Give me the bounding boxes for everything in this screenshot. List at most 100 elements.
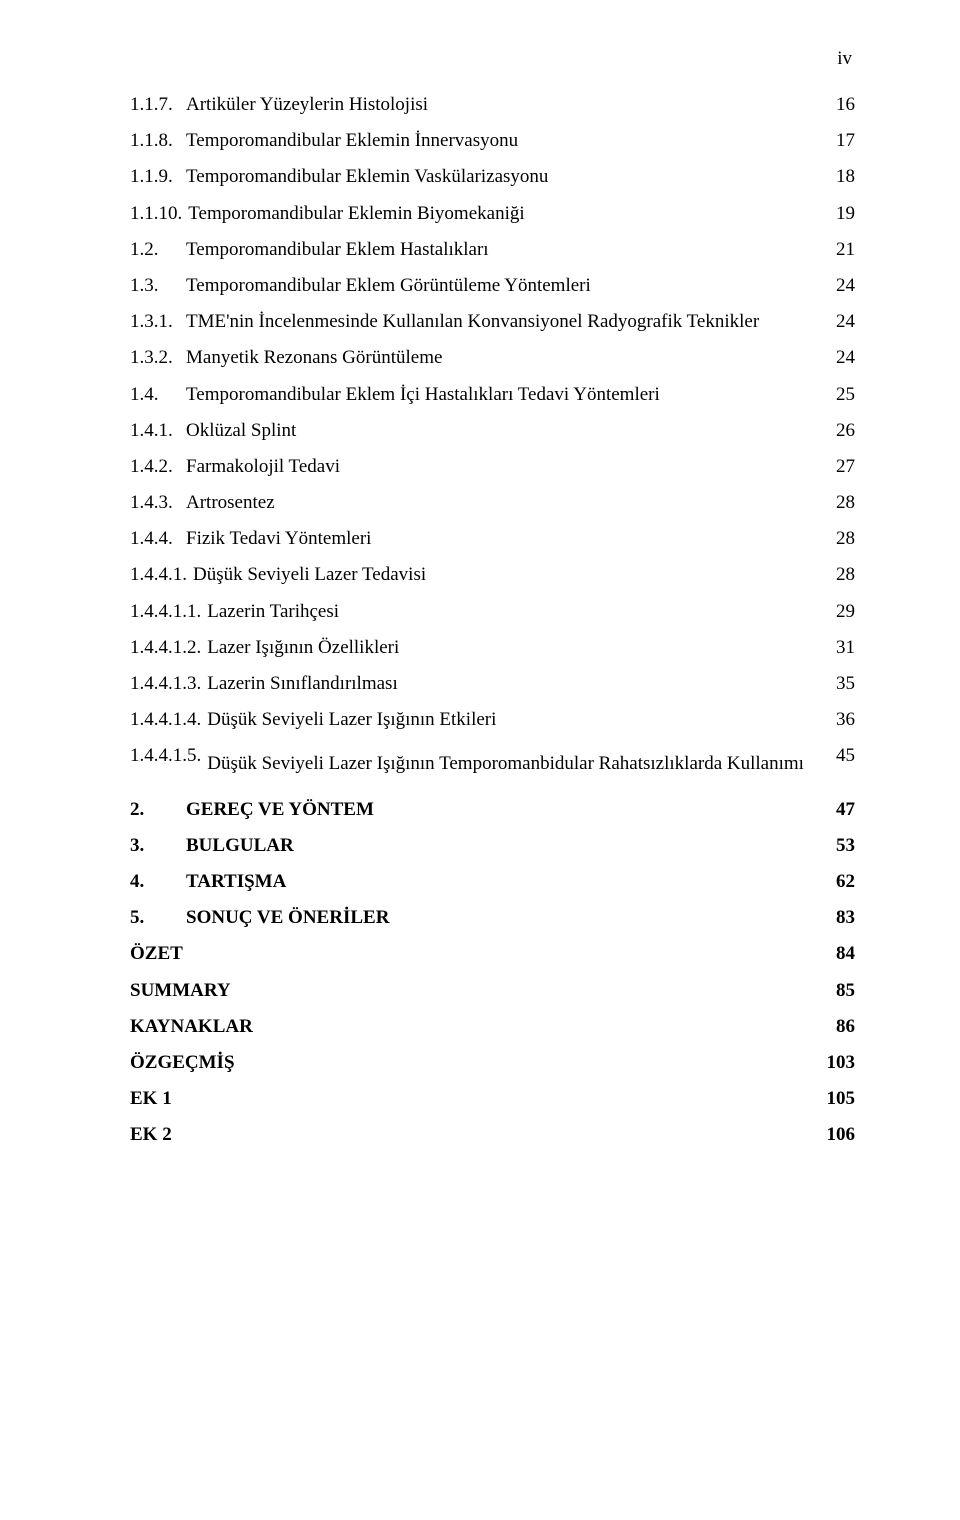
toc-number: 1.4.2. [130,457,182,476]
toc-title: KAYNAKLAR [130,1017,815,1036]
toc-label: 1.4.3.Artrosentez [130,493,815,512]
toc-page: 24 [815,312,855,331]
toc-number: 1.4.4.1.4. [130,710,203,729]
toc-label: 1.4.1.Oklüzal Splint [130,421,815,440]
toc-entry: EK 1105 [130,1089,855,1108]
page-number: iv [837,48,852,70]
toc-title: Temporomandibular Eklem Hastalıkları [182,240,815,259]
toc-label: 5.SONUÇ VE ÖNERİLER [130,908,815,927]
toc-entry: 4.TARTIŞMA62 [130,872,855,891]
toc-number: 2. [130,800,182,819]
toc-label: 1.4.2.Farmakolojil Tedavi [130,457,815,476]
toc-title: Temporomandibular Eklem İçi Hastalıkları… [182,385,815,404]
toc-page: 47 [815,800,855,819]
toc-page: 21 [815,240,855,259]
toc-page: 62 [815,872,855,891]
toc-page: 31 [815,638,855,657]
toc-entry: 1.4.4.1.1.Lazerin Tarihçesi29 [130,602,855,621]
toc-entry: 1.3.Temporomandibular Eklem Görüntüleme … [130,276,855,295]
toc-page: 105 [807,1089,856,1108]
toc-label: EK 1 [130,1089,807,1108]
toc-label: 1.3.Temporomandibular Eklem Görüntüleme … [130,276,815,295]
toc-label: 1.1.9.Temporomandibular Eklemin Vaskülar… [130,167,815,186]
toc-page: 17 [815,131,855,150]
toc-label: 1.3.1.TME'nin İncelenmesinde Kullanılan … [130,312,815,331]
toc-entry: 1.4.4.1.5.Düşük Seviyeli Lazer Işığının … [130,746,855,782]
toc-entry: 1.1.8.Temporomandibular Eklemin İnnervas… [130,131,855,150]
toc-entry: 2.GEREÇ VE YÖNTEM47 [130,800,855,819]
toc-title: Düşük Seviyeli Lazer Tedavisi [189,565,815,584]
toc-label: 1.4.4.1.1.Lazerin Tarihçesi [130,602,815,621]
table-of-contents: 1.1.7.Artiküler Yüzeylerin Histolojisi16… [130,95,855,1144]
toc-page: 29 [815,602,855,621]
toc-label: 1.1.10.Temporomandibular Eklemin Biyomek… [130,204,815,223]
toc-label: 1.4.4.1.Düşük Seviyeli Lazer Tedavisi [130,565,815,584]
toc-label: 2.GEREÇ VE YÖNTEM [130,800,815,819]
toc-label: 1.4.4.1.5.Düşük Seviyeli Lazer Işığının … [130,746,815,782]
toc-page: 28 [815,529,855,548]
toc-page: 45 [815,746,855,765]
toc-page: 26 [815,421,855,440]
toc-page: 24 [815,348,855,367]
toc-entry: 1.4.2.Farmakolojil Tedavi27 [130,457,855,476]
toc-number: 1.4.3. [130,493,182,512]
toc-number: 1.3.1. [130,312,182,331]
toc-number: 1.4.4. [130,529,182,548]
toc-number: 1.1.8. [130,131,182,150]
toc-number: 5. [130,908,182,927]
toc-page: 24 [815,276,855,295]
toc-title: SUMMARY [130,981,815,1000]
toc-entry: 1.4.4.1.Düşük Seviyeli Lazer Tedavisi28 [130,565,855,584]
toc-label: 1.4.4.Fizik Tedavi Yöntemleri [130,529,815,548]
toc-page: 106 [807,1125,856,1144]
toc-number: 4. [130,872,182,891]
toc-page: 86 [815,1017,855,1036]
toc-entry: ÖZGEÇMİŞ103 [130,1053,855,1072]
toc-page: 28 [815,493,855,512]
toc-label: 1.4.4.1.3.Lazerin Sınıflandırılması [130,674,815,693]
toc-entry: 1.4.4.1.2.Lazer Işığının Özellikleri31 [130,638,855,657]
toc-label: KAYNAKLAR [130,1017,815,1036]
toc-label: 1.4.Temporomandibular Eklem İçi Hastalık… [130,385,815,404]
toc-entry: 1.1.7.Artiküler Yüzeylerin Histolojisi16 [130,95,855,114]
toc-entry: 1.3.2.Manyetik Rezonans Görüntüleme24 [130,348,855,367]
toc-entry: 1.4.4.1.3.Lazerin Sınıflandırılması35 [130,674,855,693]
toc-entry: 1.4.3.Artrosentez28 [130,493,855,512]
toc-entry: 1.2.Temporomandibular Eklem Hastalıkları… [130,240,855,259]
toc-title: Farmakolojil Tedavi [182,457,815,476]
toc-page: 16 [815,95,855,114]
toc-page: 25 [815,385,855,404]
toc-number: 1.4.4.1.3. [130,674,203,693]
toc-title: Temporomandibular Eklemin İnnervasyonu [182,131,815,150]
toc-number: 3. [130,836,182,855]
toc-label: 1.1.7.Artiküler Yüzeylerin Histolojisi [130,95,815,114]
toc-entry: 1.4.4.Fizik Tedavi Yöntemleri28 [130,529,855,548]
toc-label: 1.4.4.1.4.Düşük Seviyeli Lazer Işığının … [130,710,815,729]
toc-page: 103 [807,1053,856,1072]
toc-title: Temporomandibular Eklem Görüntüleme Yönt… [182,276,815,295]
toc-page: 53 [815,836,855,855]
toc-number: 1.3.2. [130,348,182,367]
toc-title: BULGULAR [182,836,815,855]
toc-entry: ÖZET84 [130,944,855,963]
toc-label: EK 2 [130,1125,807,1144]
toc-label: 1.3.2.Manyetik Rezonans Görüntüleme [130,348,815,367]
toc-entry: 1.1.9.Temporomandibular Eklemin Vaskülar… [130,167,855,186]
toc-title: Düşük Seviyeli Lazer Işığının Temporoman… [203,746,815,782]
toc-page: 83 [815,908,855,927]
toc-number: 1.1.9. [130,167,182,186]
toc-entry: 5.SONUÇ VE ÖNERİLER83 [130,908,855,927]
toc-title: ÖZGEÇMİŞ [130,1053,807,1072]
toc-entry: EK 2106 [130,1125,855,1144]
toc-number: 1.4. [130,385,182,404]
toc-entry: 3.BULGULAR53 [130,836,855,855]
toc-label: 4.TARTIŞMA [130,872,815,891]
toc-title: Lazerin Tarihçesi [203,602,815,621]
toc-title: Lazer Işığının Özellikleri [203,638,815,657]
toc-number: 1.4.4.1.5. [130,746,203,782]
toc-title: TME'nin İncelenmesinde Kullanılan Konvan… [182,312,815,331]
toc-label: 1.2.Temporomandibular Eklem Hastalıkları [130,240,815,259]
toc-title: Temporomandibular Eklemin Biyomekaniği [184,204,815,223]
toc-entry: 1.4.Temporomandibular Eklem İçi Hastalık… [130,385,855,404]
toc-entry: KAYNAKLAR86 [130,1017,855,1036]
